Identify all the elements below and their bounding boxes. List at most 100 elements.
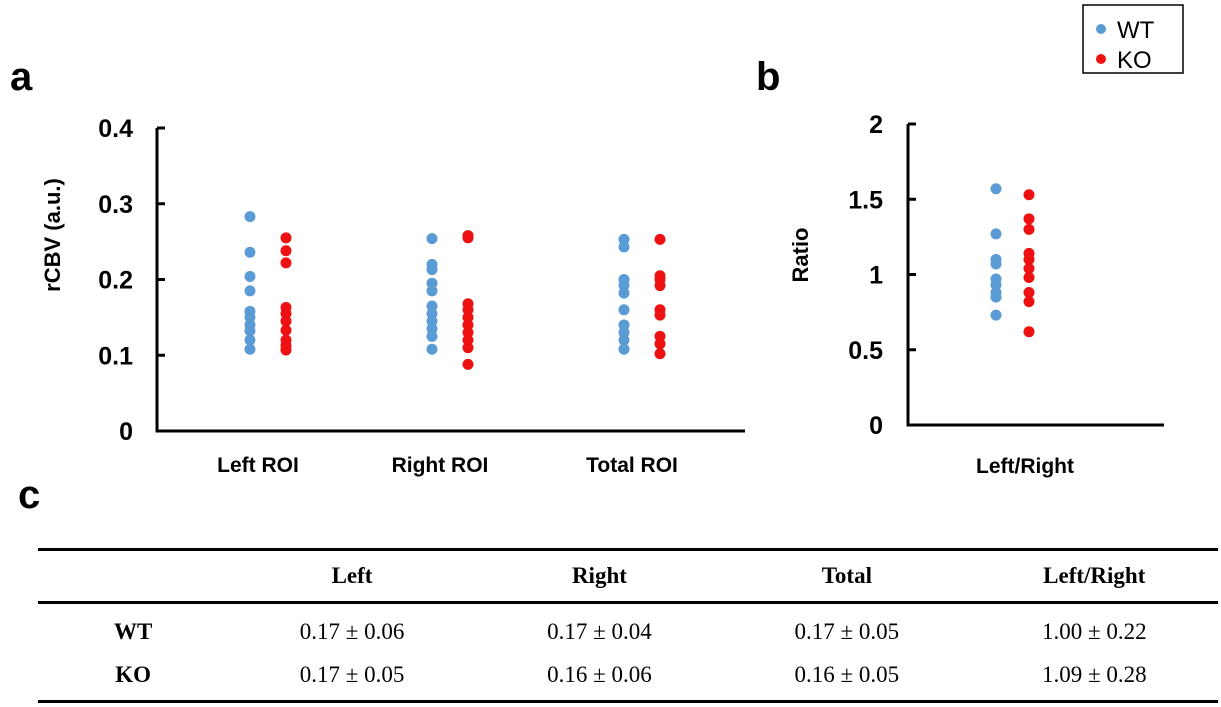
y-tick-label: 0.5 <box>848 337 883 365</box>
legend: WT KO <box>1082 4 1184 74</box>
legend-wt-label: WT <box>1117 17 1155 44</box>
data-point-wt <box>990 309 1002 321</box>
table-cell: 0.17 ± 0.04 <box>547 618 652 644</box>
data-point-ko <box>1023 262 1035 274</box>
data-point-wt <box>426 264 438 276</box>
data-point-ko <box>462 334 474 346</box>
table-cell: 1.00 ± 0.22 <box>1041 618 1147 644</box>
chart-b: 0 0.5 1 1.5 2 Ratio Left/Right <box>788 111 1164 478</box>
table-header-cell: Total <box>723 548 971 604</box>
data-point-ko <box>1023 326 1035 338</box>
legend-wt-marker <box>1096 24 1106 34</box>
panel-a-letter: a <box>10 55 33 99</box>
panel-c-letter: c <box>18 473 40 517</box>
data-point-wt <box>244 343 256 355</box>
data-point-ko <box>462 311 474 323</box>
data-point-wt <box>244 285 256 297</box>
data-point-ko <box>280 308 292 320</box>
data-point-ko <box>462 358 474 370</box>
data-point-ko <box>654 233 666 245</box>
y-axis-label: Ratio <box>788 228 813 283</box>
table-header-cell: Left <box>228 548 476 604</box>
data-point-ko <box>280 344 292 356</box>
data-point-wt <box>244 325 256 337</box>
y-tick-label: 0 <box>119 418 133 446</box>
y-tick-label: 0.4 <box>98 115 133 143</box>
data-point-wt <box>426 323 438 335</box>
data-point-ko <box>280 257 292 269</box>
data-point-ko <box>654 280 666 292</box>
y-tick-label: 2 <box>869 111 883 139</box>
table-cell: 0.16 ± 0.06 <box>475 653 724 703</box>
data-point-wt <box>426 300 438 312</box>
data-point-ko <box>654 348 666 360</box>
data-point-wt <box>618 304 630 316</box>
data-point-ko <box>1023 223 1035 235</box>
data-point-wt <box>618 343 630 355</box>
data-point-ko <box>1023 213 1035 225</box>
summary-table: Left Right Total Left/Right WT 0.17 ± 0.… <box>38 548 1218 703</box>
data-point-ko <box>280 315 292 327</box>
x-category-label: Left ROI <box>217 454 299 477</box>
table-header-cell <box>38 548 229 604</box>
data-point-ko <box>280 232 292 244</box>
data-point-wt <box>618 327 630 339</box>
data-point-ko <box>1023 189 1035 201</box>
y-tick-label: 1 <box>869 262 883 290</box>
y-axis-label: rCBV (a.u.) <box>40 178 65 292</box>
legend-ko-label: KO <box>1117 47 1152 74</box>
data-point-wt <box>990 291 1002 303</box>
table-cell: 0.17 ± 0.06 <box>299 618 405 644</box>
table-header-cell: Left/Right <box>970 548 1218 604</box>
table-row-label: WT <box>113 618 153 644</box>
data-point-ko <box>654 309 666 321</box>
table-cell: 0.16 ± 0.05 <box>723 653 971 703</box>
data-point-wt <box>990 279 1002 291</box>
data-point-wt <box>244 311 256 323</box>
stats-table: Left Right Total Left/Right WT 0.17 ± 0.… <box>38 548 1218 703</box>
data-point-wt <box>990 228 1002 240</box>
data-point-ko <box>1023 253 1035 265</box>
data-point-wt <box>426 330 438 342</box>
data-point-wt <box>618 319 630 331</box>
table-header-row: Left Right Total Left/Right <box>38 548 1218 604</box>
data-point-wt <box>618 233 630 245</box>
y-tick-label: 0.1 <box>98 342 133 370</box>
y-tick-label: 0.3 <box>98 191 133 219</box>
data-point-ko <box>654 330 666 342</box>
data-point-wt <box>618 280 630 292</box>
figure: a b c WT KO 0 0.1 0.2 0.3 0.4 rCBV (a.u.) Left… <box>10 4 1184 517</box>
data-point-wt <box>426 308 438 320</box>
legend-ko-marker <box>1096 54 1106 64</box>
x-category-label: Right ROI <box>392 454 489 477</box>
data-point-wt <box>426 315 438 327</box>
chart-a: 0 0.1 0.2 0.3 0.4 rCBV (a.u.) Left ROI Right RO… <box>40 115 745 477</box>
table-cell: 1.09 ± 0.28 <box>970 653 1218 703</box>
data-point-wt <box>426 277 438 289</box>
x-category-label: Left/Right <box>976 455 1074 478</box>
data-point-ko <box>1023 287 1035 299</box>
data-point-wt <box>426 343 438 355</box>
table-row: KO 0.17 ± 0.05 0.16 ± 0.06 0.16 ± 0.05 1… <box>38 653 1218 703</box>
y-tick-label: 0 <box>869 412 883 440</box>
data-point-wt <box>990 258 1002 270</box>
x-category-label: Total ROI <box>586 454 678 477</box>
data-point-wt <box>618 334 630 346</box>
data-point-wt <box>426 285 438 297</box>
table-cell: 0.17 ± 0.05 <box>794 618 900 644</box>
data-point-ko <box>1023 272 1035 284</box>
data-point-ko <box>280 245 292 257</box>
y-tick-label: 1.5 <box>848 186 883 214</box>
y-tick-label: 0.2 <box>98 267 133 295</box>
data-point-wt <box>618 241 630 253</box>
table-header-cell: Right <box>475 548 724 604</box>
panel-b-letter: b <box>756 55 780 99</box>
data-point-wt <box>244 270 256 282</box>
table-row-label: KO <box>38 653 229 703</box>
data-point-wt <box>990 183 1002 195</box>
data-point-ko <box>1023 296 1035 308</box>
data-point-ko <box>280 324 292 336</box>
data-point-ko <box>462 232 474 244</box>
data-point-wt <box>244 246 256 258</box>
table-row: WT 0.17 ± 0.06 0.17 ± 0.04 0.17 ± 0.05 1… <box>38 603 1218 654</box>
